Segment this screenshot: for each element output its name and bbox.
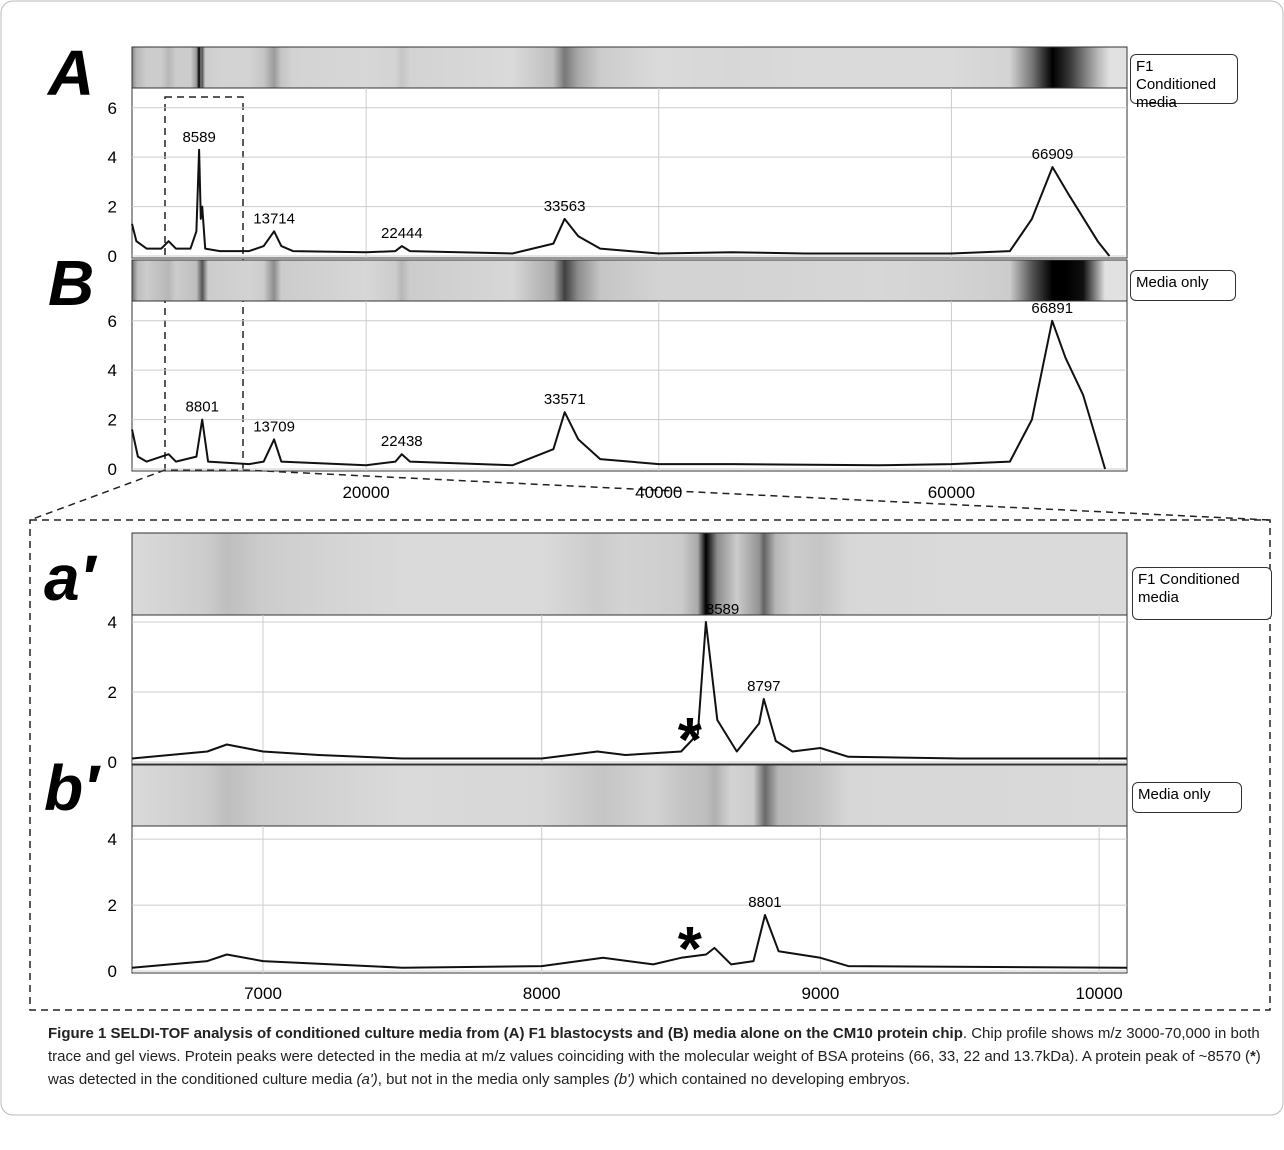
plot-frame bbox=[132, 826, 1127, 973]
trace bbox=[132, 321, 1105, 469]
peak-label: 13714 bbox=[253, 210, 295, 227]
trace bbox=[132, 150, 1109, 256]
gel-strip bbox=[132, 260, 1127, 301]
y-tick-label: 2 bbox=[108, 411, 117, 430]
y-tick-label: 0 bbox=[108, 753, 117, 772]
panel-letter: A bbox=[46, 37, 94, 109]
panel-letter: a′ bbox=[44, 542, 98, 614]
y-tick-label: 2 bbox=[108, 198, 117, 217]
y-tick-label: 0 bbox=[108, 247, 117, 266]
y-tick-label: 4 bbox=[108, 148, 117, 167]
gel-strip bbox=[132, 765, 1127, 826]
x-tick-label: 60000 bbox=[928, 483, 975, 502]
gel-strip bbox=[132, 47, 1127, 88]
legend-entry: Media only bbox=[1130, 270, 1236, 301]
peak-label: 13709 bbox=[253, 418, 295, 435]
plot-frame bbox=[132, 88, 1127, 258]
plot-frame bbox=[132, 301, 1127, 471]
peak-label: 8801 bbox=[186, 399, 219, 416]
legend-entry: F1 Conditioned media bbox=[1130, 54, 1238, 104]
caption-text: which contained no developing embryos. bbox=[635, 1071, 910, 1088]
y-tick-label: 2 bbox=[108, 683, 117, 702]
trace bbox=[132, 622, 1127, 759]
peak-label: 33563 bbox=[544, 198, 586, 215]
y-tick-label: 6 bbox=[108, 99, 117, 118]
caption: Figure 1 SELDI-TOF analysis of condition… bbox=[48, 1022, 1270, 1091]
peak-label: 8801 bbox=[748, 894, 781, 911]
legend-entry: F1 Conditioned media bbox=[1132, 567, 1272, 620]
x-tick-label: 40000 bbox=[635, 483, 682, 502]
page: 0246858913714224443356366909A02462000040… bbox=[0, 0, 1284, 1150]
peak-label: 33571 bbox=[544, 391, 586, 408]
panel-letter: b′ bbox=[44, 752, 101, 824]
peak-label: 22438 bbox=[381, 433, 423, 450]
y-tick-label: 0 bbox=[108, 460, 117, 479]
asterisk: * bbox=[678, 915, 703, 984]
y-tick-label: 4 bbox=[108, 613, 117, 632]
peak-label: 22444 bbox=[381, 225, 423, 242]
peak-label: 66909 bbox=[1032, 146, 1074, 163]
peak-label: 8797 bbox=[747, 678, 780, 695]
x-tick-label: 7000 bbox=[244, 984, 282, 1003]
legend-entry: Media only bbox=[1132, 782, 1242, 813]
panel-letter: B bbox=[48, 247, 94, 319]
peak-label: 66891 bbox=[1031, 300, 1073, 317]
trace bbox=[132, 915, 1127, 968]
caption-ref: (b') bbox=[614, 1071, 635, 1088]
gel-strip bbox=[132, 533, 1127, 615]
y-tick-label: 6 bbox=[108, 312, 117, 331]
caption-text: , but not in the media only samples bbox=[378, 1071, 614, 1088]
x-tick-label: 20000 bbox=[342, 483, 389, 502]
y-tick-label: 4 bbox=[108, 361, 117, 380]
y-tick-label: 4 bbox=[108, 830, 117, 849]
y-tick-label: 2 bbox=[108, 896, 117, 915]
caption-label: Figure 1 bbox=[48, 1025, 106, 1042]
x-tick-label: 10000 bbox=[1075, 984, 1122, 1003]
x-tick-label: 9000 bbox=[802, 984, 840, 1003]
y-tick-label: 0 bbox=[108, 962, 117, 981]
caption-title: SELDI-TOF analysis of conditioned cultur… bbox=[111, 1025, 963, 1042]
peak-label: 8589 bbox=[182, 129, 215, 146]
plot-frame bbox=[132, 615, 1127, 764]
x-tick-label: 8000 bbox=[523, 984, 561, 1003]
peak-label: 8589 bbox=[706, 601, 739, 618]
caption-ref: (a') bbox=[357, 1071, 378, 1088]
